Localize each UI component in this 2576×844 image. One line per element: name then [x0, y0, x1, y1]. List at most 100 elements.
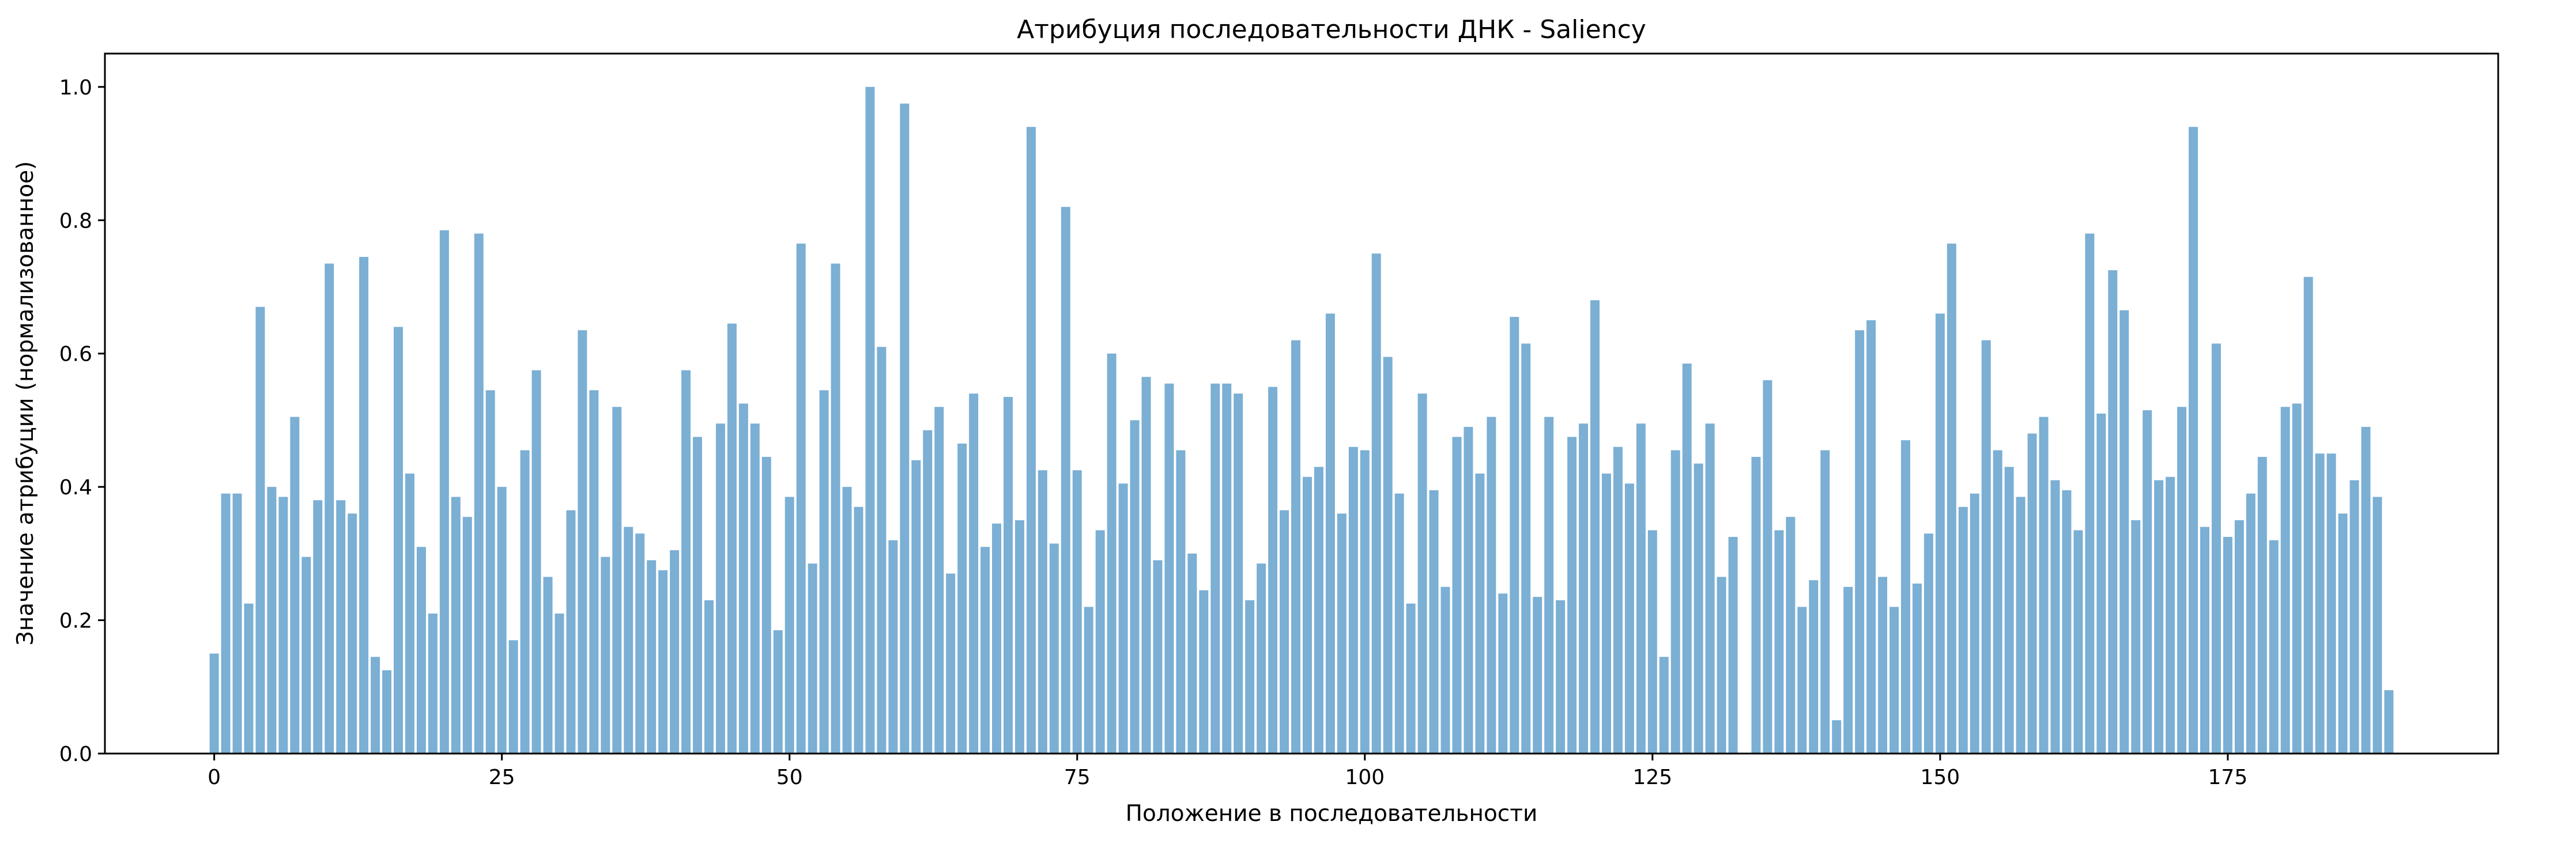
bar — [1832, 720, 1842, 754]
bar — [1751, 457, 1761, 754]
bar — [923, 430, 933, 754]
bar — [2257, 457, 2267, 754]
x-tick-label: 150 — [1921, 766, 1960, 789]
bar — [1072, 470, 1082, 754]
bar — [670, 550, 680, 754]
bar — [2315, 453, 2325, 754]
bar — [255, 306, 265, 754]
bar — [278, 497, 288, 754]
bar — [1187, 553, 1197, 754]
bar — [1164, 383, 1174, 754]
bar — [2326, 453, 2336, 754]
bar — [1291, 340, 1301, 754]
bar — [1176, 450, 1186, 754]
bar — [416, 547, 426, 754]
bar — [244, 603, 254, 754]
bar — [1682, 364, 1692, 754]
bar — [1130, 420, 1140, 754]
bar — [301, 557, 311, 754]
bar — [2131, 520, 2141, 754]
bar — [1049, 543, 1059, 754]
bar — [693, 437, 703, 754]
bar — [485, 390, 495, 754]
bar — [1786, 517, 1796, 754]
bar — [1510, 317, 1519, 754]
bar — [1705, 423, 1715, 754]
bar — [2361, 427, 2371, 754]
bar — [1889, 607, 1899, 754]
bar — [371, 657, 380, 754]
bar — [1774, 530, 1784, 754]
bar — [267, 487, 277, 754]
x-tick-label: 75 — [1064, 766, 1091, 789]
bar — [405, 474, 414, 754]
bar — [1556, 600, 1566, 754]
y-tick-label: 0.0 — [59, 743, 92, 766]
bar — [842, 487, 852, 754]
bar — [831, 263, 840, 754]
bar — [1647, 530, 1657, 754]
bar — [313, 500, 323, 754]
bar — [1601, 474, 1611, 754]
bar — [1348, 446, 1358, 754]
bar — [1222, 383, 1232, 754]
bar — [1394, 493, 1404, 754]
bar — [2200, 527, 2209, 754]
bar — [946, 573, 956, 754]
bar — [1613, 446, 1623, 754]
bar — [2108, 270, 2118, 754]
bar — [2050, 480, 2060, 754]
bar — [428, 614, 437, 754]
bar — [1912, 583, 1922, 754]
bar — [2073, 530, 2083, 754]
bar — [1417, 393, 1427, 754]
bar — [382, 670, 392, 754]
bar — [612, 407, 622, 754]
bar — [1659, 657, 1669, 754]
bar — [1717, 577, 1726, 754]
bar — [1878, 577, 1888, 754]
bar — [1624, 483, 1634, 754]
bar — [1855, 330, 1865, 754]
x-tick-label: 175 — [2208, 766, 2248, 789]
y-tick-label: 1.0 — [59, 76, 92, 100]
bar — [1670, 450, 1680, 754]
bar — [1809, 580, 1819, 754]
bar — [221, 493, 231, 754]
bar — [808, 563, 817, 754]
bar — [2303, 277, 2313, 754]
bar — [2338, 513, 2348, 754]
bar — [1153, 560, 1163, 754]
bar — [1464, 427, 1473, 754]
bar — [2143, 410, 2152, 754]
bar — [508, 640, 518, 754]
bar — [1521, 343, 1531, 754]
bar — [647, 560, 657, 754]
bar — [2234, 520, 2244, 754]
bar — [1280, 510, 1289, 754]
bar — [1118, 483, 1128, 754]
bar — [2349, 480, 2359, 754]
plot-frame — [104, 52, 2499, 755]
x-tick-label: 25 — [489, 766, 515, 789]
bar — [1935, 313, 1945, 754]
bar — [1694, 463, 1703, 754]
bar — [1210, 383, 1220, 754]
bar — [2292, 403, 2302, 754]
bar — [2189, 127, 2198, 754]
x-tick-label: 0 — [208, 766, 221, 789]
bar — [1544, 417, 1554, 754]
bar — [1014, 520, 1024, 754]
bar — [819, 390, 829, 754]
bar — [854, 506, 863, 754]
bar — [1429, 490, 1439, 754]
bar — [497, 487, 507, 754]
bar — [601, 557, 610, 754]
bar — [2166, 476, 2175, 754]
bar — [900, 103, 910, 754]
y-tick-label: 0.4 — [59, 476, 92, 499]
bar — [2269, 540, 2279, 754]
chart-title: Атрибуция последовательности ДНК - Salie… — [1017, 15, 1646, 44]
bar — [934, 407, 944, 754]
